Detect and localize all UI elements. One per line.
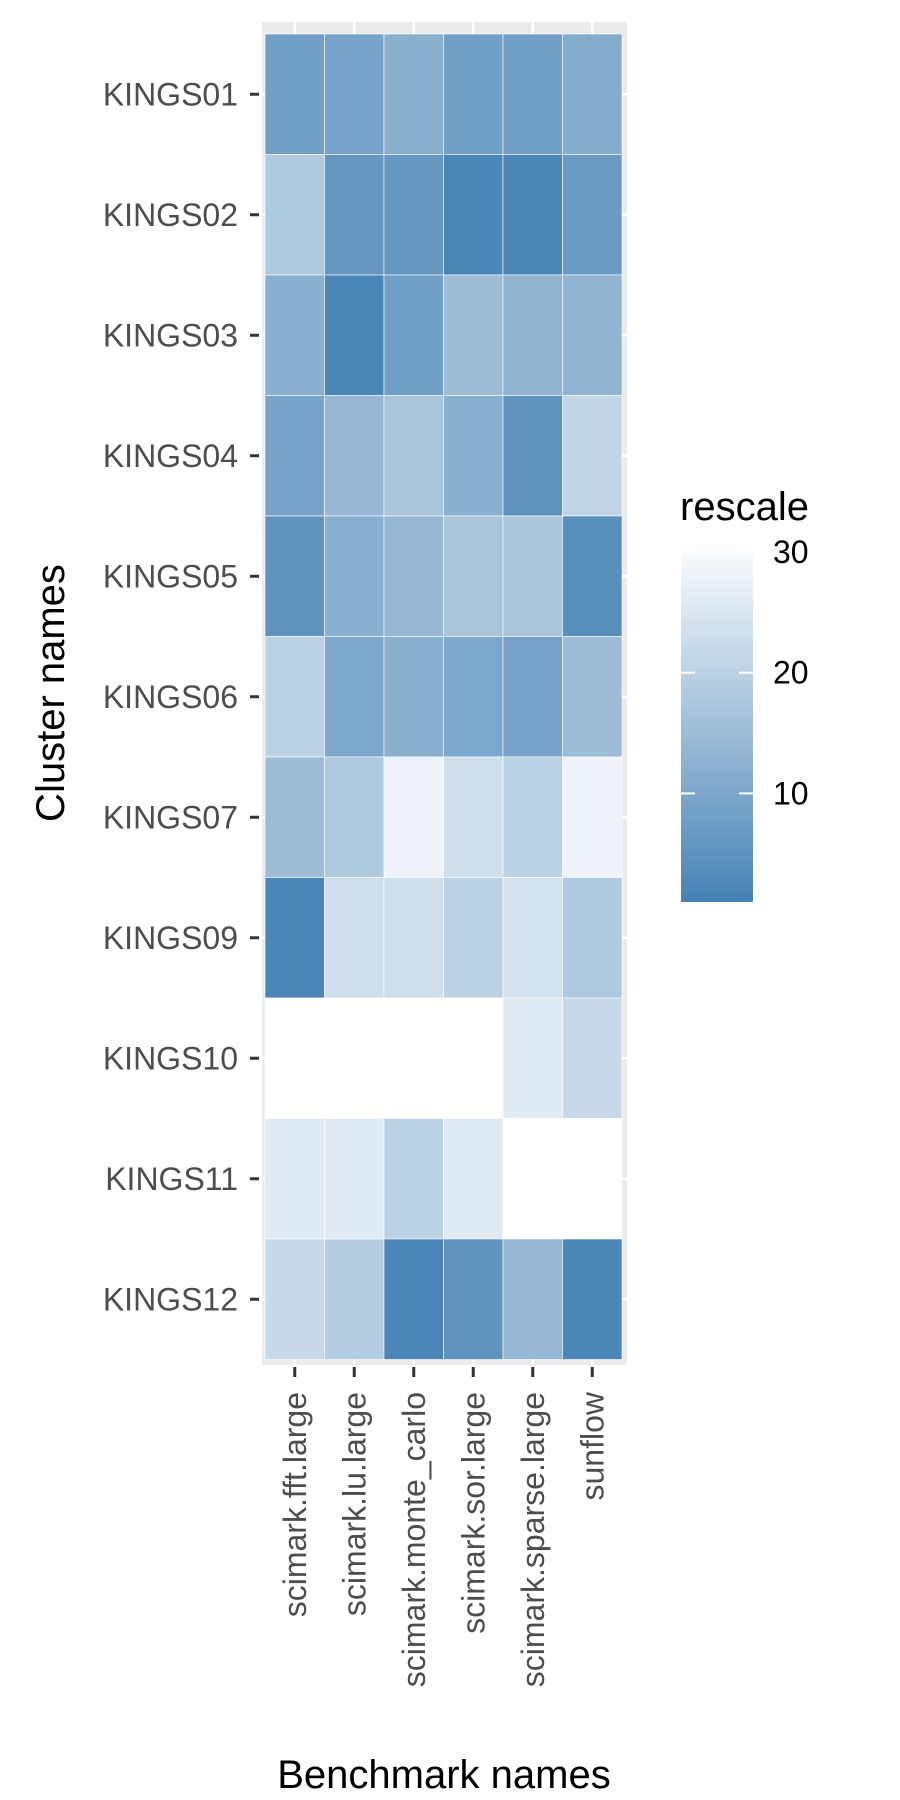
heatmap-cell bbox=[443, 756, 504, 878]
x-tick-label: sunflow bbox=[574, 1391, 610, 1500]
heatmap-cell bbox=[443, 274, 504, 396]
heatmap-cell bbox=[443, 877, 504, 999]
legend-title: rescale bbox=[680, 485, 809, 529]
heatmap-cell bbox=[443, 1238, 504, 1360]
heatmap-cell bbox=[562, 515, 623, 637]
heatmap-cell bbox=[264, 154, 325, 276]
y-tick-label: KINGS04 bbox=[103, 438, 238, 474]
heatmap-cell bbox=[443, 395, 504, 517]
heatmap-cell bbox=[562, 154, 623, 276]
heatmap-cell bbox=[562, 997, 623, 1119]
heatmap-cell bbox=[383, 636, 444, 758]
heatmap-cell bbox=[383, 756, 444, 878]
x-axis: scimark.fft.large scimark.lu.large scimark… bbox=[277, 1367, 610, 1687]
heatmap-cell bbox=[502, 154, 563, 276]
heatmap-cell bbox=[562, 33, 623, 155]
heatmap-cell bbox=[264, 515, 325, 637]
heatmap-cell bbox=[502, 636, 563, 758]
heatmap-cell bbox=[443, 33, 504, 155]
y-axis: KINGS01 KINGS02 KINGS03 KINGS04 KINGS05 KINGS… bbox=[103, 76, 259, 1317]
x-tick-label: scimark.fft.large bbox=[277, 1392, 313, 1617]
heatmap-cell bbox=[383, 154, 444, 276]
heatmap-cell bbox=[562, 636, 623, 758]
heatmap-cell bbox=[264, 1238, 325, 1360]
heatmap-cell bbox=[502, 756, 563, 878]
heatmap-cell bbox=[324, 395, 385, 517]
heatmap-cell bbox=[562, 395, 623, 517]
heatmap-cell bbox=[264, 636, 325, 758]
y-tick-label: KINGS10 bbox=[103, 1040, 238, 1076]
heatmap-cell bbox=[264, 33, 325, 155]
heatmap-cell bbox=[562, 756, 623, 878]
heatmap-cell bbox=[502, 274, 563, 396]
heatmap-cell bbox=[502, 395, 563, 517]
heatmap-cell bbox=[324, 636, 385, 758]
heatmap-cell bbox=[383, 877, 444, 999]
heatmap-cell bbox=[383, 1118, 444, 1240]
y-axis-title: Cluster names bbox=[29, 564, 73, 822]
x-tick-label: scimark.sparse.large bbox=[515, 1392, 551, 1687]
heatmap-cell bbox=[502, 33, 563, 155]
y-tick-label: KINGS06 bbox=[103, 679, 238, 715]
heatmap-cell bbox=[324, 997, 385, 1119]
heatmap-cell bbox=[443, 154, 504, 276]
y-tick-label: KINGS02 bbox=[103, 197, 238, 233]
x-tick-label: scimark.sor.large bbox=[455, 1392, 491, 1634]
heatmap-cell bbox=[502, 515, 563, 637]
heatmap-cell bbox=[264, 756, 325, 878]
y-tick-label: KINGS01 bbox=[103, 76, 238, 112]
y-tick-label: KINGS09 bbox=[103, 920, 238, 956]
legend-tick-label: 10 bbox=[773, 775, 809, 811]
heatmap-cell bbox=[264, 274, 325, 396]
heatmap-cell bbox=[324, 877, 385, 999]
heatmap-cell bbox=[562, 274, 623, 396]
heatmap-cell bbox=[264, 997, 325, 1119]
heatmap-cell bbox=[324, 515, 385, 637]
x-tick-label: scimark.lu.large bbox=[336, 1392, 372, 1616]
legend-colorbar bbox=[681, 540, 753, 902]
heatmap-cell bbox=[264, 395, 325, 517]
heatmap-cell bbox=[443, 1118, 504, 1240]
heatmap-cell bbox=[324, 1238, 385, 1360]
heatmap-cell bbox=[562, 1118, 623, 1240]
y-tick-label: KINGS11 bbox=[105, 1161, 238, 1197]
y-tick-label: KINGS12 bbox=[103, 1281, 238, 1317]
heatmap-cell bbox=[383, 395, 444, 517]
y-tick-label: KINGS07 bbox=[103, 799, 238, 835]
heatmap-cell bbox=[324, 274, 385, 396]
heatmap-cell bbox=[502, 1238, 563, 1360]
heatmap-cell bbox=[324, 33, 385, 155]
y-tick-label: KINGS05 bbox=[103, 558, 238, 594]
heatmap-cell bbox=[443, 997, 504, 1119]
heatmap-cell bbox=[324, 1118, 385, 1240]
heatmap-cell bbox=[324, 154, 385, 276]
heatmap-cell bbox=[443, 515, 504, 637]
heatmap-cell bbox=[383, 997, 444, 1119]
heatmap-cell bbox=[502, 997, 563, 1119]
heatmap-cell bbox=[443, 636, 504, 758]
heatmap-cell bbox=[383, 515, 444, 637]
heatmap-cell bbox=[562, 877, 623, 999]
heatmap-cell bbox=[383, 33, 444, 155]
heatmap-cell bbox=[383, 1238, 444, 1360]
legend-tick-label: 20 bbox=[773, 655, 809, 691]
legend-tick-label: 30 bbox=[773, 534, 809, 570]
x-tick-label: scimark.monte_carlo bbox=[396, 1392, 432, 1687]
heatmap-cell bbox=[562, 1238, 623, 1360]
x-axis-title: Benchmark names bbox=[277, 1753, 610, 1797]
heatmap-cell bbox=[383, 274, 444, 396]
legend-ticks: 30 20 10 bbox=[681, 534, 809, 811]
heatmap-cell bbox=[324, 756, 385, 878]
heatmap-cell bbox=[264, 877, 325, 999]
y-tick-label: KINGS03 bbox=[103, 317, 238, 353]
heatmap-cells bbox=[264, 33, 623, 1360]
heatmap-cell bbox=[502, 877, 563, 999]
heatmap-cell bbox=[264, 1118, 325, 1240]
heatmap-cell bbox=[502, 1118, 563, 1240]
